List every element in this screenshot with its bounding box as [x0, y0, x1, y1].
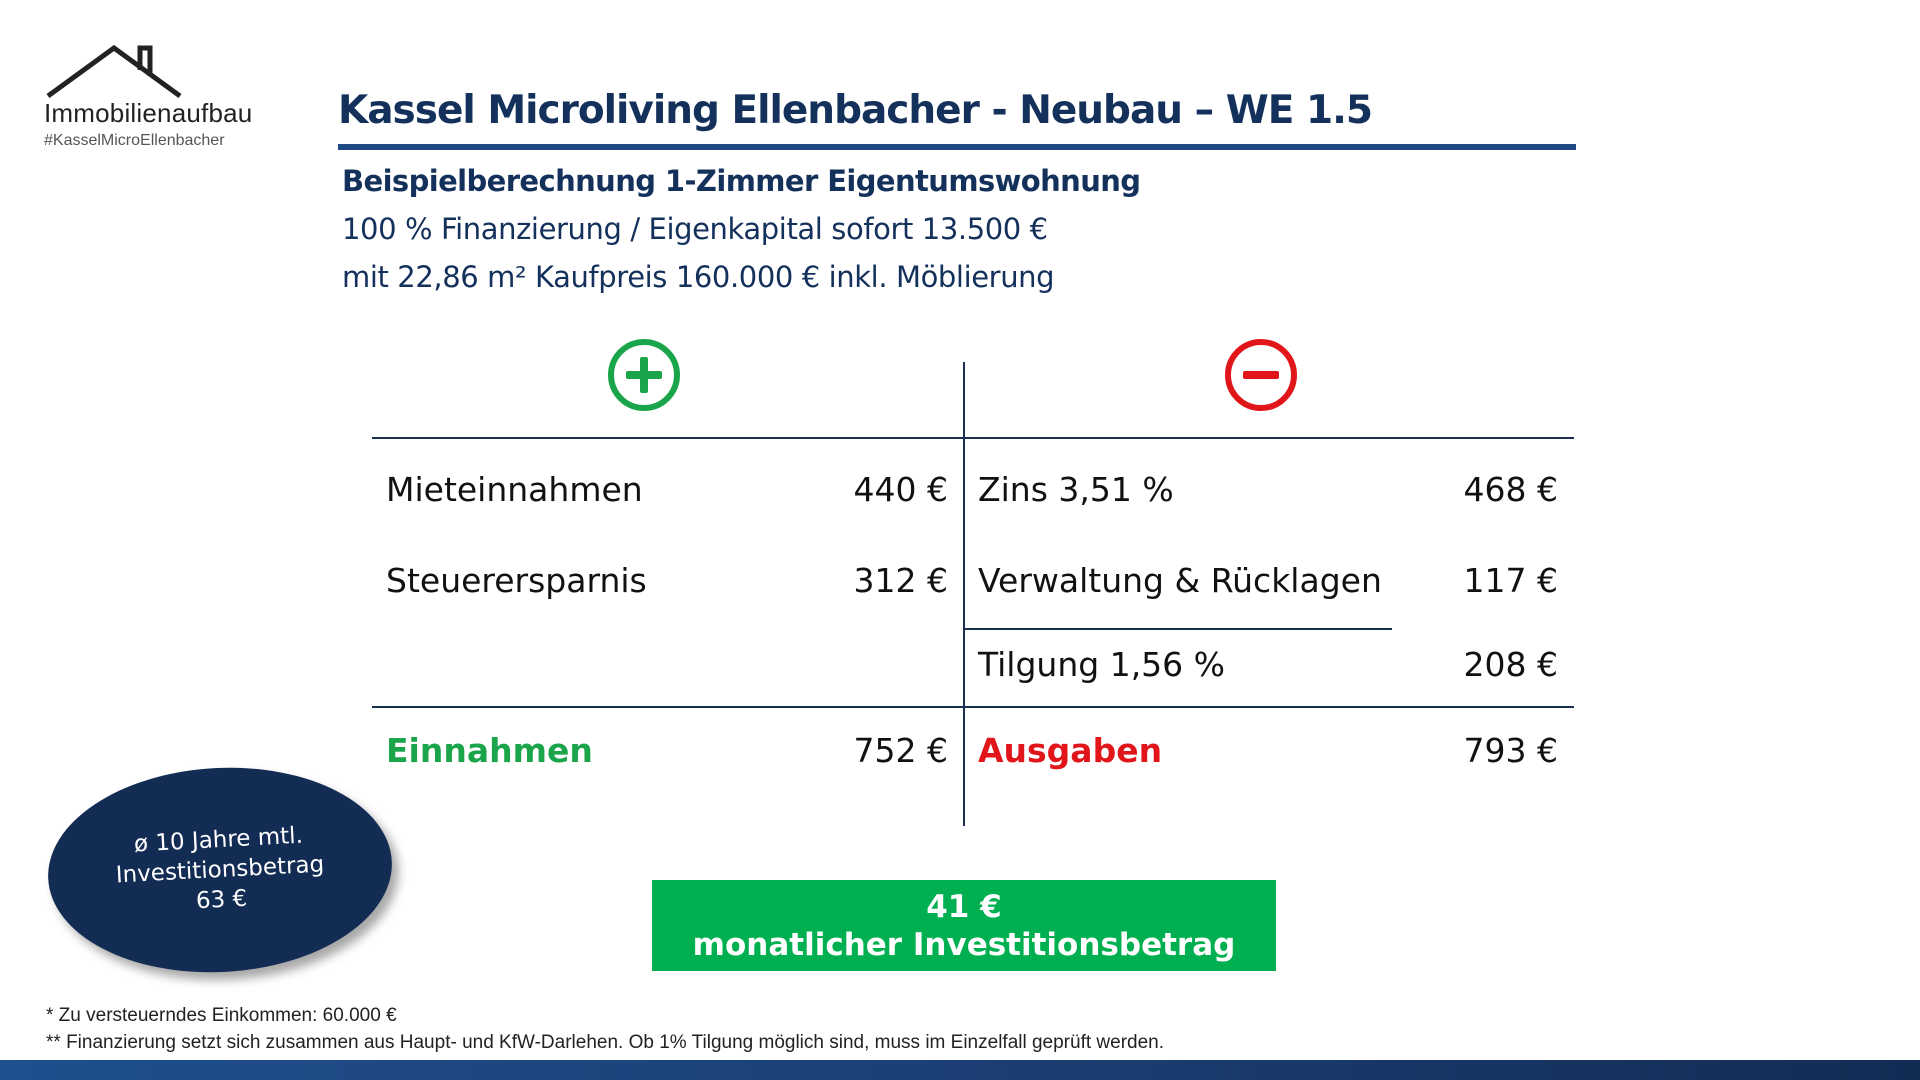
- expense-label-interest: Zins 3,51 %: [978, 470, 1174, 509]
- income-label-tax: Steuerersparnis: [386, 561, 647, 600]
- monthly-investment-amount: 41 €: [926, 888, 1002, 925]
- logo-tag: #KasselMicroEllenbacher: [44, 132, 225, 149]
- average-investment-badge: ø 10 Jahre mtl. Investitionsbetrag 63 €: [42, 759, 398, 981]
- footnote-financing: ** Finanzierung setzt sich zusammen aus …: [46, 1032, 1165, 1053]
- expense-total-value: 793 €: [1463, 731, 1558, 770]
- expense-label-admin: Verwaltung & Rücklagen: [978, 561, 1382, 600]
- bottom-bar: [0, 1060, 1920, 1080]
- footnote-income: * Zu versteuerndes Einkommen: 60.000 €: [46, 1005, 397, 1026]
- income-label-rent: Mieteinnahmen: [386, 470, 643, 509]
- expense-total-label: Ausgaben: [978, 731, 1163, 770]
- minus-circle-icon: [1225, 339, 1297, 411]
- table-total-rule: [372, 706, 1574, 708]
- financing-line: 100 % Finanzierung / Eigenkapital sofort…: [342, 212, 1048, 246]
- price-line: mit 22,86 m² Kaufpreis 160.000 € inkl. M…: [342, 260, 1055, 294]
- table-divider: [963, 362, 965, 826]
- expense-value-repayment: 208 €: [1463, 645, 1558, 684]
- house-roof-icon: [46, 44, 182, 98]
- title-underline: [338, 144, 1576, 150]
- income-value-rent: 440 €: [853, 470, 948, 509]
- plus-circle-icon: [608, 339, 680, 411]
- expense-subtotal-rule: [965, 628, 1392, 630]
- page-title: Kassel Microliving Ellenbacher - Neubau …: [338, 88, 1373, 133]
- expense-value-admin: 117 €: [1463, 561, 1558, 600]
- expense-label-repayment: Tilgung 1,56 %: [978, 645, 1226, 684]
- income-total-label: Einnahmen: [386, 731, 593, 770]
- monthly-investment-label: monatlicher Investitionsbetrag: [692, 926, 1236, 963]
- average-line-3: 63 €: [195, 885, 248, 915]
- expense-value-interest: 468 €: [1463, 470, 1558, 509]
- logo: Immobilienaufbau #KasselMicroEllenbacher: [44, 42, 284, 149]
- logo-name: Immobilienaufbau: [44, 98, 253, 128]
- monthly-investment-box: 41 € monatlicher Investitionsbetrag: [652, 880, 1276, 971]
- income-total-value: 752 €: [853, 731, 948, 770]
- table-top-rule: [372, 437, 1574, 439]
- income-value-tax: 312 €: [853, 561, 948, 600]
- subtitle: Beispielberechnung 1-Zimmer Eigentumswoh…: [342, 164, 1141, 198]
